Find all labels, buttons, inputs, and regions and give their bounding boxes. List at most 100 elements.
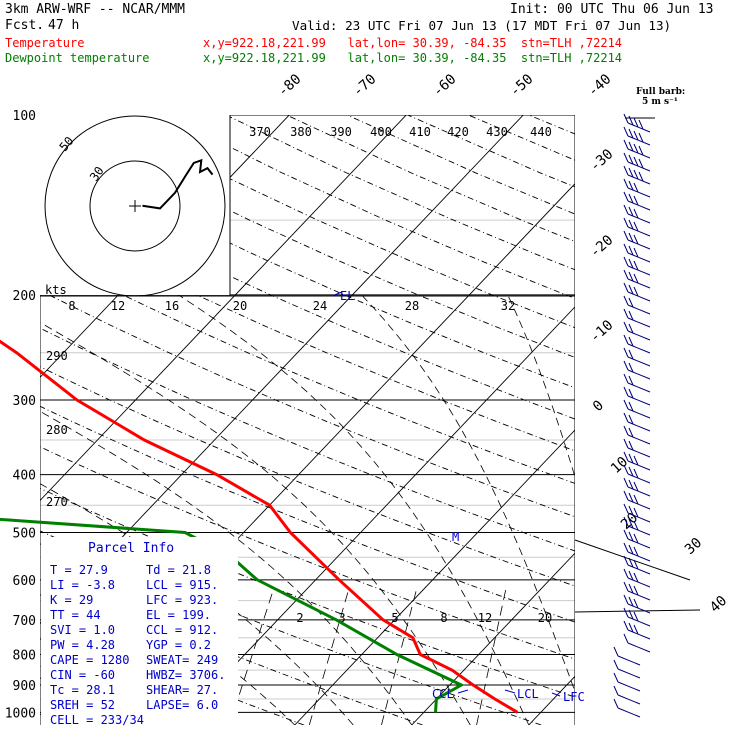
wind-barb-shaft (627, 369, 651, 380)
isotherm-label: -30 (587, 146, 617, 175)
wind-barb-shaft (627, 486, 651, 497)
parcel-info-value: SHEAR= 27. (146, 683, 218, 697)
wind-barb-flag (623, 230, 629, 241)
hodograph-speed-tick: 32 (501, 299, 515, 313)
wind-barb-flag (628, 232, 634, 243)
wind-barb-flag (623, 542, 629, 553)
wind-barb-shaft (627, 161, 651, 172)
wind-barb-shaft (627, 499, 651, 510)
level-marker-arrow (504, 689, 516, 694)
wind-barb-flag (628, 167, 634, 178)
wind-barb-flag (628, 284, 634, 295)
wind-barb-flag (633, 130, 639, 141)
isobar-label: 600 (13, 574, 36, 589)
wind-barb-flag (628, 388, 634, 399)
parcel-info-value: Td = 21.8 (146, 563, 211, 577)
wind-barb-shaft (627, 226, 651, 237)
mixing-ratio-label: 3 (338, 611, 345, 625)
hodograph-trace (142, 158, 214, 210)
level-marker: EL (340, 289, 354, 303)
hodograph-speed-tick: 8 (68, 299, 75, 313)
isobar-label: 700 (13, 614, 36, 629)
isotherm-label: -70 (350, 71, 380, 100)
wind-barb-flag (633, 195, 639, 206)
wind-barb-shaft (627, 460, 651, 471)
wind-barb-flag (638, 132, 644, 143)
wind-barb-flag (623, 152, 629, 163)
parcel-info-value: LI = -3.8 (50, 578, 115, 592)
dry-adiabat (589, 115, 740, 725)
wind-barb-shaft (627, 616, 651, 627)
dry-adiabat (225, 115, 575, 271)
wind-barb-flag (628, 336, 634, 347)
isotherm-label: -80 (275, 71, 305, 100)
isobar-label: 300 (13, 394, 36, 409)
parcel-info-value: Tc = 28.1 (50, 683, 115, 697)
wind-barb-flag (623, 217, 629, 228)
forecast-label: Fcst. (5, 18, 45, 33)
mixing-ratio-label: 5 (391, 611, 398, 625)
wind-barb-flag (628, 466, 634, 477)
wind-barb-shaft (627, 356, 651, 367)
wind-barb-flag (628, 193, 634, 204)
wind-barb-shaft (627, 278, 651, 289)
wind-barb-flag (623, 529, 629, 540)
wind-barb-flag (628, 622, 634, 633)
wind-barb-shaft (627, 538, 651, 549)
isotherm-label: -20 (587, 232, 617, 261)
wind-barb-flag (628, 596, 634, 607)
wind-barb-flag (638, 145, 644, 156)
dry-adiabat (468, 115, 575, 161)
wind-barb-flag (623, 269, 629, 280)
wind-barb-shaft (617, 668, 641, 679)
theta-e-label: 440 (530, 125, 552, 139)
wind-barb-flag (628, 518, 634, 529)
mixing-ratio-label: 12 (478, 611, 492, 625)
wind-barb-flag (628, 141, 634, 152)
wind-barb-shaft (627, 382, 651, 393)
wind-barb-shaft (627, 395, 651, 406)
wind-barb-shaft (627, 174, 651, 185)
wind-barb-shaft (627, 200, 651, 211)
isotherm-label: -50 (507, 71, 537, 100)
wind-barb-flag (633, 117, 639, 128)
mixing-ratio-label: 8 (440, 611, 447, 625)
moist-adiabat (40, 410, 413, 725)
wind-barb-flag (638, 158, 644, 169)
valid-time: Valid: 23 UTC Fri 07 Jun 13 (17 MDT Fri … (292, 18, 672, 33)
wind-barb-shaft (617, 655, 641, 666)
moist-adiabat (40, 321, 471, 725)
wind-barb-flag (628, 180, 634, 191)
wind-barb-flag (633, 455, 639, 466)
wind-barb-flag (623, 178, 629, 189)
wind-barb-shaft (627, 343, 651, 354)
wind-barb-flag (628, 492, 634, 503)
wind-barb-shaft (627, 122, 651, 133)
hodograph-ring-label: 30 (87, 164, 107, 184)
wind-barb-flag (623, 243, 629, 254)
wind-barb-flag (628, 362, 634, 373)
level-marker-arrow (551, 692, 561, 697)
wind-barb-flag (633, 533, 639, 544)
isobar-label: 100 (13, 109, 36, 124)
theta-e-label: 400 (370, 125, 392, 139)
isotherm-label: -40 (585, 71, 615, 100)
isotherm-extension (574, 609, 701, 613)
wind-barb-flag (623, 282, 629, 293)
wind-barb-shaft (617, 694, 641, 705)
parcel-info-title: Parcel Info (88, 541, 174, 556)
wind-barb-flag (623, 139, 629, 150)
wind-barb-shaft (627, 408, 651, 419)
wind-barb-flag (633, 624, 639, 635)
wind-barb-flag (628, 271, 634, 282)
theta-e-label: 390 (330, 125, 352, 139)
wind-barb-flag (633, 156, 639, 167)
isobar-label: 800 (13, 648, 36, 663)
hodograph-speed-tick: 28 (405, 299, 419, 313)
parcel-info-value: SREH = 52 (50, 698, 115, 712)
wind-barb-flag (628, 453, 634, 464)
level-marker: M (452, 530, 459, 544)
temperature-profile-line (0, 339, 519, 714)
wind-barb-shaft (627, 590, 651, 601)
parcel-info-background (41, 537, 238, 726)
